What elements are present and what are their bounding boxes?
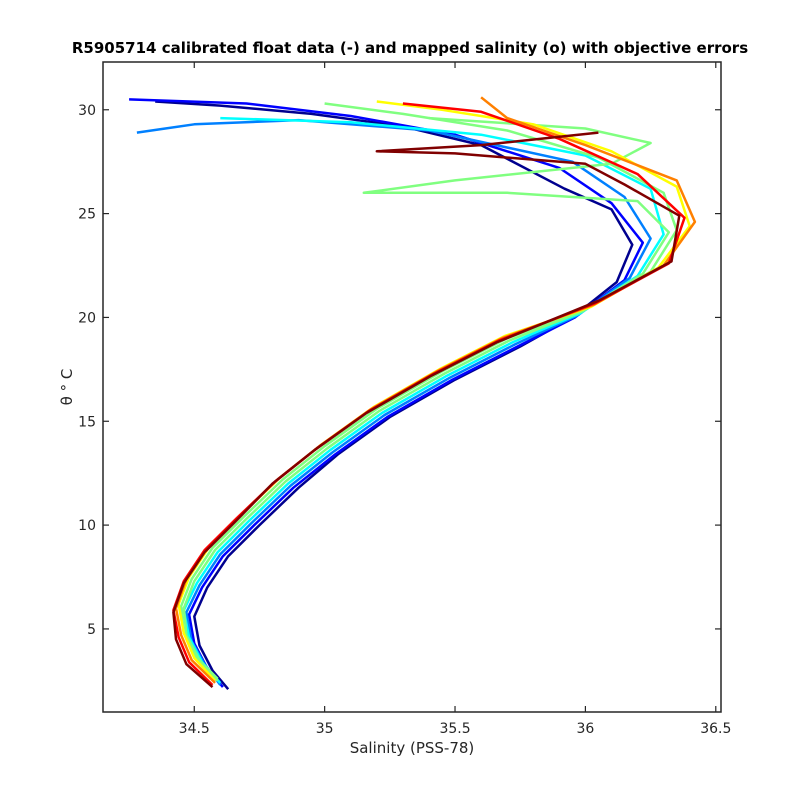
profile-line-5: [182, 116, 671, 682]
profile-line-6: [179, 102, 678, 680]
x-tick-label: 35: [316, 721, 334, 737]
plot-frame: [102, 61, 722, 713]
x-tick-label: 36: [576, 721, 594, 737]
x-tick-label: 36.5: [700, 721, 731, 737]
y-tick-label: 25: [78, 207, 96, 223]
y-tick-label: 10: [78, 518, 96, 534]
y-tick-label: 30: [78, 103, 96, 119]
y-axis-label: θ ° C: [58, 369, 76, 406]
axis-ticks: 34.5 35 35.5 36 36.5 5 10 15 20 25 30: [78, 62, 731, 737]
x-tick-label: 34.5: [179, 721, 210, 737]
x-tick-label: 35.5: [439, 721, 470, 737]
profile-line-10: [172, 131, 681, 689]
series-layer: [129, 96, 697, 691]
y-tick-label: 5: [87, 622, 96, 638]
chart-title: R5905714 calibrated float data (-) and m…: [72, 39, 748, 57]
profile-line-2: [129, 98, 645, 688]
profile-line-3: [136, 118, 652, 686]
y-tick-label: 20: [78, 310, 96, 326]
y-tick-label: 15: [78, 414, 96, 430]
x-axis-label: Salinity (PSS-78): [350, 739, 475, 757]
